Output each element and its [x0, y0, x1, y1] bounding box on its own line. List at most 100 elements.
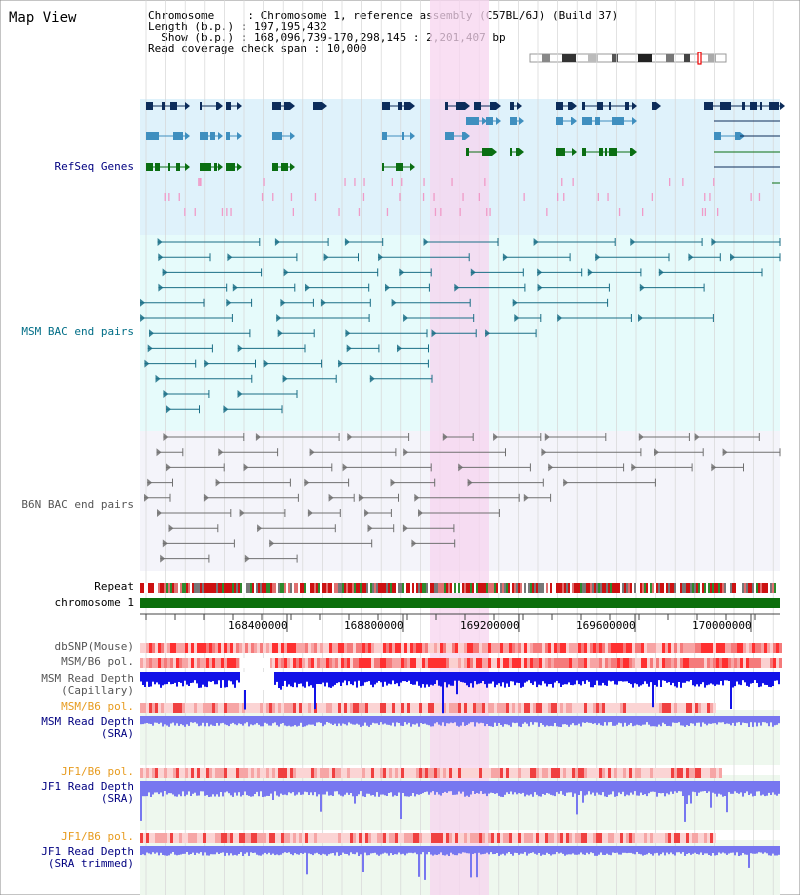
depth-bar — [600, 781, 602, 796]
heat-cell — [533, 643, 536, 653]
heat-cell — [617, 658, 620, 668]
b6n-bac-end-pairs-track[interactable] — [144, 433, 781, 563]
axis-tick-label: 168800000 — [344, 619, 404, 632]
heat-cell — [623, 643, 626, 653]
bac-pair-end — [147, 344, 153, 353]
heat-cell — [506, 703, 509, 713]
repeat-element — [202, 583, 204, 593]
heat-cell — [374, 768, 377, 778]
depth-bar — [556, 781, 558, 793]
heat-cell — [542, 768, 545, 778]
depth-bar — [260, 781, 262, 792]
heat-cell — [392, 833, 395, 843]
depth-bar — [690, 781, 692, 804]
bac-pair-end — [155, 374, 161, 383]
heat-cell — [263, 768, 266, 778]
heat-cell — [419, 833, 422, 843]
repeat-element — [320, 583, 322, 593]
bac-pair-end — [280, 298, 286, 307]
heat-cell — [425, 703, 428, 713]
heat-cell — [146, 833, 149, 843]
repeat-element — [668, 583, 670, 593]
label-msm-read-depth-capillary: MSM Read Depth (Capillary) — [4, 673, 134, 697]
depth-bar — [520, 846, 522, 854]
depth-bar — [154, 672, 156, 685]
depth-bar — [174, 846, 176, 855]
highlight-region[interactable] — [430, 0, 489, 895]
depth-bar — [258, 846, 260, 856]
bac-pair-end — [144, 493, 149, 502]
heat-cell — [608, 703, 611, 713]
heat-cell — [140, 768, 143, 778]
gene-exon — [200, 132, 208, 140]
depth-bar — [190, 781, 192, 796]
gene-exon — [612, 117, 624, 125]
heat-cell — [518, 643, 521, 653]
repeat-element — [208, 583, 210, 593]
heat-cell — [287, 768, 290, 778]
repeat-element — [198, 583, 200, 593]
heat-tracks[interactable] — [140, 643, 782, 843]
refseq-genes-track[interactable] — [146, 102, 785, 216]
ideogram-position-marker[interactable] — [697, 52, 702, 65]
depth-bar — [238, 846, 240, 854]
bac-pair-end — [257, 524, 263, 533]
depth-bar — [196, 846, 198, 853]
heat-cell — [632, 643, 635, 653]
chromosome-bar[interactable] — [140, 598, 780, 608]
depth-bar — [422, 781, 424, 794]
depth-bar — [316, 672, 318, 684]
heat-cell — [491, 658, 494, 668]
depth-bar — [710, 781, 712, 808]
depth-bar — [456, 846, 458, 856]
depth-bar — [728, 846, 730, 854]
depth-bar — [382, 846, 384, 854]
heat-cell — [329, 643, 332, 653]
depth-bar — [158, 716, 160, 724]
read-depth-tracks[interactable] — [140, 672, 780, 880]
repeat-element — [460, 583, 462, 593]
depth-bar — [460, 672, 462, 682]
msm-bac-end-pairs-track[interactable] — [140, 238, 781, 414]
bac-pair-end — [243, 463, 249, 472]
depth-bar — [166, 716, 168, 726]
depth-bar — [634, 781, 636, 792]
heat-cell — [545, 768, 548, 778]
depth-bar — [494, 672, 496, 688]
heat-cell — [425, 833, 428, 843]
heat-cell — [290, 768, 293, 778]
heat-cell — [641, 768, 644, 778]
heat-cell — [641, 643, 644, 653]
depth-bar — [466, 716, 468, 725]
depth-bar — [604, 781, 606, 797]
refseq-tick — [451, 178, 453, 186]
depth-bar — [696, 716, 698, 723]
depth-bar — [432, 716, 434, 727]
heat-cell — [287, 658, 290, 668]
heat-cell — [716, 658, 719, 668]
heat-cell — [503, 658, 506, 668]
heat-cell — [200, 643, 203, 653]
depth-bar — [620, 781, 622, 795]
repeat-element — [254, 583, 256, 593]
repeat-track[interactable] — [140, 583, 780, 593]
repeat-element — [770, 583, 772, 593]
heat-cell — [623, 833, 626, 843]
repeat-element — [692, 583, 694, 593]
repeat-element — [546, 583, 548, 593]
heat-cell — [371, 658, 374, 668]
depth-bar — [150, 672, 152, 687]
heat-cell — [590, 643, 593, 653]
heat-cell — [659, 643, 662, 653]
repeat-element — [274, 583, 276, 593]
gene-exon — [382, 132, 387, 140]
heat-cell — [431, 643, 434, 653]
chromosome-ideogram[interactable] — [528, 52, 728, 66]
repeat-element — [260, 583, 262, 593]
bac-pair-end — [344, 238, 350, 246]
depth-bar — [500, 846, 502, 855]
depth-bar — [196, 672, 198, 684]
heat-cell — [521, 658, 524, 668]
depth-bar — [700, 846, 702, 853]
